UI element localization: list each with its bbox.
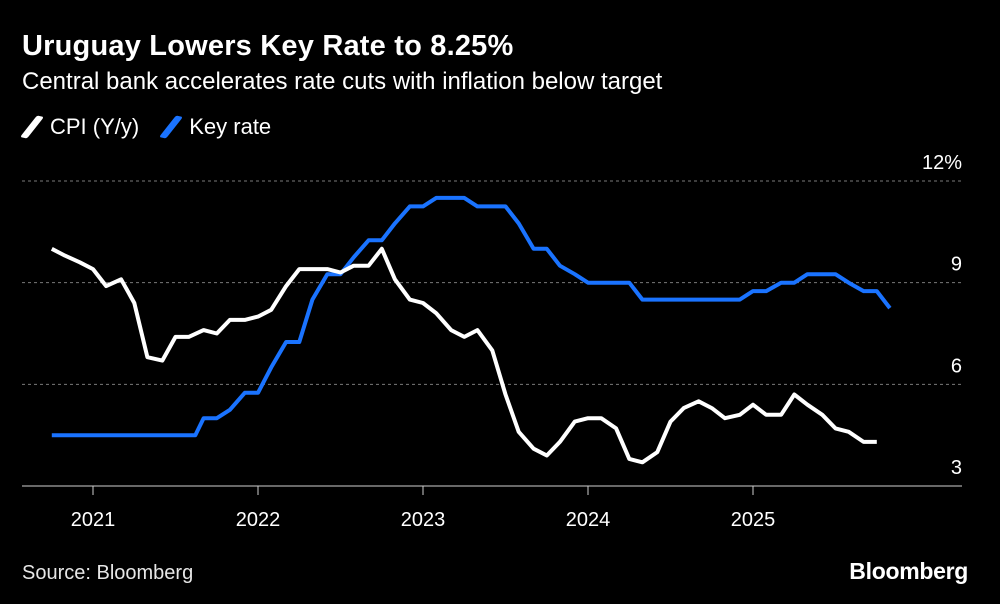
legend-item-key-rate: Key rate [159, 114, 272, 140]
legend-item-cpi: CPI (Y/y) [20, 114, 140, 140]
series-line-cpi-y-y [50, 246, 877, 465]
chart-subtitle: Central bank accelerates rate cuts with … [22, 68, 663, 95]
x-tick-label-2021: 2021 [71, 509, 116, 531]
legend: CPI (Y/y) Key rate [20, 114, 293, 140]
y-tick-label-3: 3 [951, 457, 962, 479]
x-tick-label-2025: 2025 [731, 509, 776, 531]
chart-title: Uruguay Lowers Key Rate to 8.25% [22, 30, 514, 62]
y-tick-label-12: 12% [922, 152, 962, 174]
y-tick-label-6: 6 [951, 355, 962, 377]
source-note: Source: Bloomberg [22, 562, 194, 584]
x-tick-label-2022: 2022 [236, 509, 281, 531]
x-tick-label-2023: 2023 [401, 509, 446, 531]
bloomberg-logo: Bloomberg [849, 558, 968, 584]
x-tick-label-2024: 2024 [566, 509, 611, 531]
legend-label-key-rate: Key rate [189, 114, 272, 139]
legend-label-cpi: CPI (Y/y) [50, 114, 140, 139]
y-tick-label-9: 9 [951, 254, 962, 276]
series-line-key-rate [51, 195, 892, 438]
